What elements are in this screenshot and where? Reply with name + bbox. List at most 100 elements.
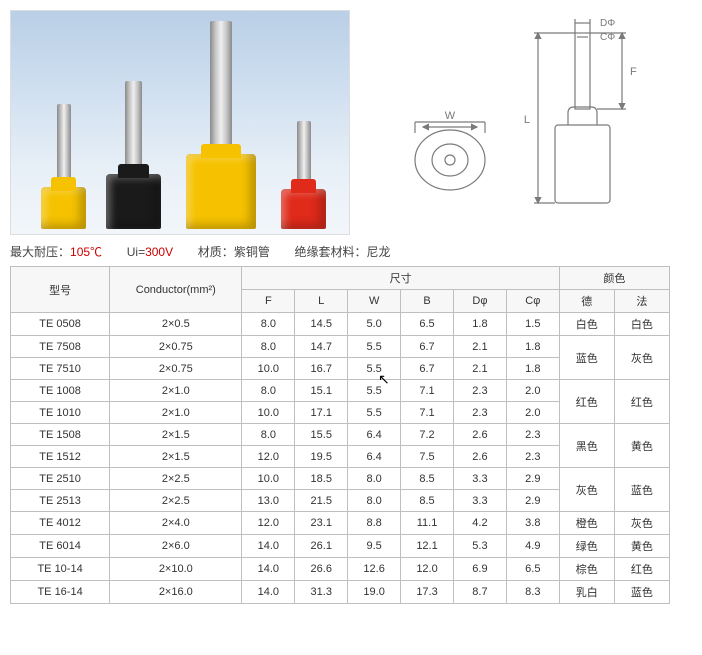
- table-cell: 1.8: [453, 313, 506, 336]
- table-cell: 12.0: [401, 558, 454, 581]
- terminal-tube: [125, 81, 142, 176]
- color-cell: 绿色: [559, 535, 614, 558]
- color-cell: 棕色: [559, 558, 614, 581]
- table-row: TE 15082×1.58.015.56.47.22.62.3黑色黄色: [11, 424, 670, 446]
- table-cell: 2.3: [506, 446, 559, 468]
- table-cell: 3.3: [453, 490, 506, 512]
- table-cell: 2.3: [453, 380, 506, 402]
- spec-table: 型号 Conductor(mm²) 尺寸 颜色 F L W B Dφ Cφ 德 …: [10, 266, 670, 604]
- table-row: TE 10082×1.08.015.15.57.12.32.0红色红色: [11, 380, 670, 402]
- top-section: W L F DΦ CΦ: [10, 10, 692, 235]
- table-row: TE 75082×0.758.014.75.56.72.11.8蓝色灰色: [11, 336, 670, 358]
- table-cell: 12.0: [242, 512, 295, 535]
- table-cell: TE 7510: [11, 358, 110, 380]
- table-cell: 5.5: [348, 336, 401, 358]
- table-cell: 18.5: [295, 468, 348, 490]
- color-cell: 红色: [614, 380, 669, 424]
- table-cell: 8.5: [401, 490, 454, 512]
- table-cell: TE 10-14: [11, 558, 110, 581]
- th-de: 德: [559, 290, 614, 313]
- table-row: TE 16-142×16.014.031.319.017.38.78.3乳白蓝色: [11, 581, 670, 604]
- table-cell: TE 1008: [11, 380, 110, 402]
- color-cell: 橙色: [559, 512, 614, 535]
- table-cell: TE 1508: [11, 424, 110, 446]
- table-cell: TE 7508: [11, 336, 110, 358]
- table-cell: 17.3: [401, 581, 454, 604]
- spec-label-4: 绝缘套材料：: [295, 245, 367, 259]
- spec-value-1: 105℃: [70, 245, 102, 259]
- th-dphi: Dφ: [453, 290, 506, 313]
- table-cell: 8.0: [242, 424, 295, 446]
- terminal-body: [281, 189, 326, 229]
- table-cell: 2×1.5: [110, 424, 242, 446]
- svg-text:W: W: [445, 110, 456, 122]
- table-cell: 2×6.0: [110, 535, 242, 558]
- spec-value-2: 300V: [145, 245, 173, 259]
- table-cell: 6.4: [348, 446, 401, 468]
- table-cell: 2×4.0: [110, 512, 242, 535]
- table-cell: 2.9: [506, 468, 559, 490]
- table-cell: 5.5: [348, 358, 401, 380]
- svg-text:L: L: [524, 114, 530, 126]
- table-cell: 14.5: [295, 313, 348, 336]
- table-cell: 5.5: [348, 380, 401, 402]
- color-cell: 蓝色: [614, 581, 669, 604]
- color-cell: 红色: [614, 558, 669, 581]
- table-cell: 5.3: [453, 535, 506, 558]
- table-cell: 3.3: [453, 468, 506, 490]
- spec-label-2: Ui=: [127, 245, 145, 259]
- table-cell: 8.0: [242, 380, 295, 402]
- table-cell: 8.8: [348, 512, 401, 535]
- th-model: 型号: [11, 267, 110, 313]
- table-cell: 15.1: [295, 380, 348, 402]
- product-photo: [10, 10, 350, 235]
- table-cell: 6.5: [401, 313, 454, 336]
- table-cell: TE 2513: [11, 490, 110, 512]
- table-cell: 2.9: [506, 490, 559, 512]
- th-cphi: Cφ: [506, 290, 559, 313]
- table-cell: 8.0: [242, 313, 295, 336]
- th-w: W: [348, 290, 401, 313]
- spec-line: 最大耐压：105℃ Ui=300V 材质：紫铜管 绝缘套材料：尼龙: [10, 243, 692, 260]
- table-cell: TE 16-14: [11, 581, 110, 604]
- table-cell: 2.1: [453, 336, 506, 358]
- spec-label-1: 最大耐压：: [10, 245, 70, 259]
- table-cell: 8.0: [242, 336, 295, 358]
- table-cell: 12.6: [348, 558, 401, 581]
- color-cell: 乳白: [559, 581, 614, 604]
- table-cell: 10.0: [242, 358, 295, 380]
- table-cell: 7.1: [401, 402, 454, 424]
- terminal-body: [106, 174, 161, 229]
- table-cell: 31.3: [295, 581, 348, 604]
- table-cell: 2.3: [453, 402, 506, 424]
- table-cell: 4.9: [506, 535, 559, 558]
- table-cell: 14.7: [295, 336, 348, 358]
- color-cell: 灰色: [614, 512, 669, 535]
- color-cell: 白色: [559, 313, 614, 336]
- table-cell: 15.5: [295, 424, 348, 446]
- table-cell: 2×0.75: [110, 358, 242, 380]
- color-cell: 红色: [559, 380, 614, 424]
- th-conductor: Conductor(mm²): [110, 267, 242, 313]
- table-cell: 11.1: [401, 512, 454, 535]
- table-cell: 2.1: [453, 358, 506, 380]
- color-cell: 黄色: [614, 535, 669, 558]
- table-cell: 6.4: [348, 424, 401, 446]
- table-cell: 2×1.0: [110, 380, 242, 402]
- table-cell: 2.0: [506, 380, 559, 402]
- table-cell: 6.5: [506, 558, 559, 581]
- table-cell: 2×2.5: [110, 490, 242, 512]
- table-row: TE 05082×0.58.014.55.06.51.81.5白色白色: [11, 313, 670, 336]
- terminal-body: [41, 187, 86, 229]
- table-cell: 2.3: [506, 424, 559, 446]
- table-cell: 3.8: [506, 512, 559, 535]
- table-cell: 14.0: [242, 581, 295, 604]
- th-b: B: [401, 290, 454, 313]
- table-cell: 10.0: [242, 468, 295, 490]
- terminal-body: [186, 154, 256, 229]
- table-cell: 16.7: [295, 358, 348, 380]
- color-cell: 蓝色: [614, 468, 669, 512]
- table-cell: 2×1.0: [110, 402, 242, 424]
- table-cell: 1.8: [506, 358, 559, 380]
- color-cell: 黑色: [559, 424, 614, 468]
